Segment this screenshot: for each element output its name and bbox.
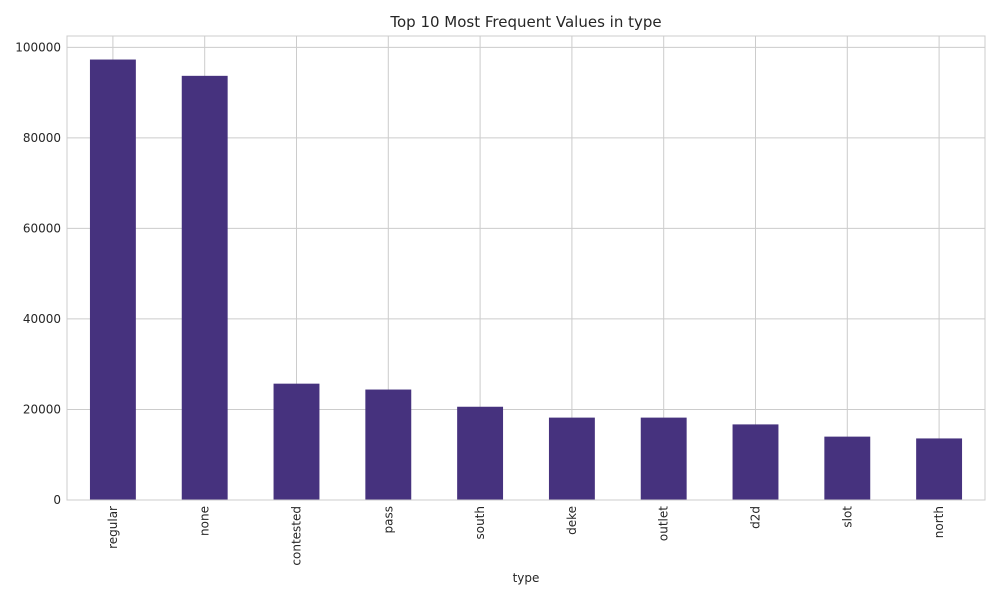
bar-south <box>457 406 504 500</box>
bar-outlet <box>640 417 687 500</box>
y-tick-label: 40000 <box>23 312 61 326</box>
x-tick-label: none <box>198 506 212 536</box>
y-tick-label: 80000 <box>23 131 61 145</box>
x-tick-label: contested <box>290 506 304 566</box>
x-tick-label: d2d <box>749 506 763 529</box>
x-axis-ticks: regular none contested pass south deke outlet d… <box>106 506 946 566</box>
y-tick-label: 60000 <box>23 221 61 235</box>
bars <box>89 59 963 501</box>
y-tick-label: 0 <box>53 493 61 507</box>
bar-north <box>916 438 963 500</box>
x-tick-label: slot <box>840 506 854 528</box>
x-tick-label: north <box>932 506 946 538</box>
x-axis-label: type <box>513 571 540 585</box>
y-axis-ticks: 0 20000 40000 60000 80000 100000 <box>15 40 61 507</box>
chart-title: Top 10 Most Frequent Values in type <box>389 13 661 31</box>
bar-contested <box>273 383 320 500</box>
bar-d2d <box>732 424 779 500</box>
x-tick-label: regular <box>106 506 120 549</box>
bar-pass <box>365 389 412 500</box>
y-tick-label: 100000 <box>15 40 61 54</box>
x-tick-label: south <box>473 506 487 540</box>
bar-slot <box>824 436 871 500</box>
plot-frame <box>66 35 986 501</box>
y-tick-label: 20000 <box>23 402 61 416</box>
x-tick-label: deke <box>565 506 579 535</box>
x-tick-label: outlet <box>657 506 671 541</box>
x-tick-label: pass <box>381 506 395 533</box>
bar-regular <box>89 59 136 500</box>
bar-none <box>181 75 228 501</box>
bar-deke <box>548 417 595 500</box>
